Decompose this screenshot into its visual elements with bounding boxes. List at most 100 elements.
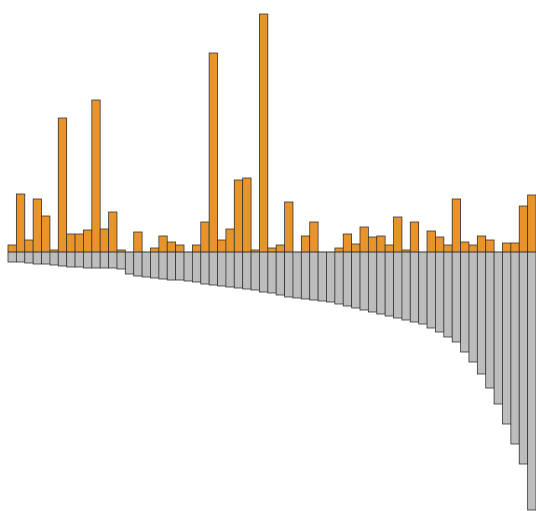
bar [300, 251, 311, 300]
bar [259, 13, 269, 253]
bar [275, 244, 285, 253]
bar [24, 251, 34, 264]
bar [435, 236, 445, 253]
bar [351, 243, 361, 253]
bar [66, 233, 76, 253]
bar [7, 244, 17, 253]
bar [32, 251, 42, 265]
bar [99, 251, 109, 269]
bar [359, 226, 369, 253]
bar [342, 233, 353, 253]
bar [326, 251, 336, 303]
bar [57, 251, 68, 267]
bar [49, 251, 59, 266]
bar [518, 251, 529, 465]
bar [426, 230, 436, 253]
bar [242, 251, 252, 290]
bar [91, 99, 101, 253]
bar [15, 251, 26, 263]
bar [250, 251, 260, 291]
bar [208, 52, 218, 253]
bar [166, 241, 177, 253]
bar [191, 251, 202, 283]
bar [309, 251, 319, 301]
bar [41, 251, 51, 265]
bar [158, 251, 168, 280]
bar [41, 215, 51, 253]
bar [510, 242, 520, 253]
bar [233, 251, 244, 289]
bar [460, 241, 470, 253]
bar [510, 251, 520, 445]
bar [367, 236, 378, 253]
bar [300, 235, 311, 253]
bar [367, 251, 378, 313]
bar [225, 251, 235, 288]
bar [468, 251, 478, 363]
bar [32, 198, 42, 253]
bar [384, 251, 394, 317]
bar [476, 235, 487, 253]
bar [317, 251, 327, 302]
bar [435, 251, 445, 333]
bar [200, 251, 210, 285]
bar [233, 179, 244, 253]
bar [401, 251, 411, 321]
bar [259, 251, 269, 293]
bar [166, 251, 177, 281]
bar [267, 247, 277, 253]
bar [267, 251, 277, 294]
bar [518, 205, 529, 253]
bar [393, 251, 403, 319]
bar [409, 251, 420, 323]
bar [83, 229, 93, 253]
bar [359, 251, 369, 311]
bar [74, 251, 84, 268]
bar [133, 251, 143, 277]
bar [150, 247, 160, 253]
bar [527, 194, 536, 253]
bar [476, 251, 487, 375]
bar [108, 211, 118, 253]
bar [191, 244, 202, 253]
bar [409, 221, 420, 253]
bar [443, 251, 453, 338]
bar [217, 251, 227, 287]
bar [443, 244, 453, 253]
bar [493, 251, 503, 405]
bar [284, 201, 294, 253]
bar [426, 251, 436, 329]
bar [15, 193, 26, 253]
bar [502, 251, 512, 425]
bar [74, 233, 84, 253]
bar [150, 251, 160, 279]
bar [141, 251, 151, 278]
bar [485, 251, 495, 389]
bar [183, 251, 193, 282]
bar [66, 251, 76, 268]
bar [124, 251, 135, 275]
bar [334, 251, 344, 305]
bar [175, 244, 185, 253]
bar [334, 247, 344, 253]
bar [502, 242, 512, 253]
bar [225, 228, 235, 253]
bar [384, 244, 394, 253]
bar [158, 235, 168, 253]
bar [284, 251, 294, 298]
bar [376, 251, 386, 315]
bar [468, 244, 478, 253]
bar [275, 251, 285, 296]
bar [83, 251, 93, 269]
bar [242, 177, 252, 253]
bar [451, 198, 461, 253]
bar [108, 251, 118, 269]
bar [527, 251, 536, 511]
bar [116, 251, 126, 270]
bar [376, 235, 386, 253]
bar [175, 251, 185, 281]
bar [451, 251, 461, 343]
bar [99, 228, 109, 253]
bar [460, 251, 470, 353]
